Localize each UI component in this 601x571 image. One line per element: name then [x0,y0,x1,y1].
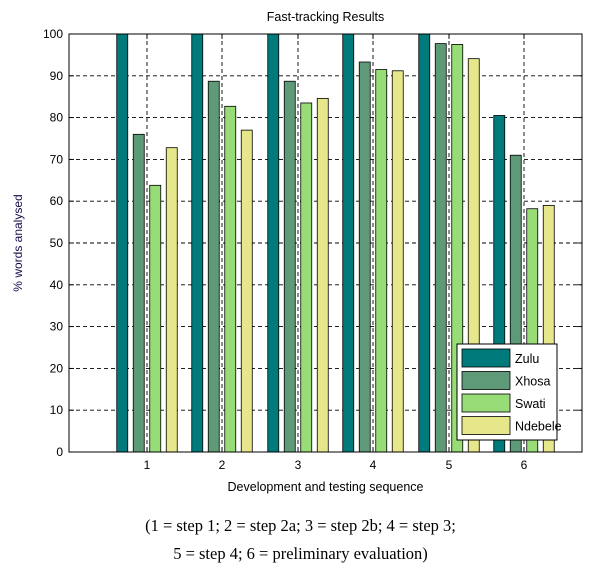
xtick-label: 2 [219,458,226,472]
bar-zulu-1 [116,33,129,453]
x-ticks: 1 2 3 4 5 6 [144,34,528,472]
x-axis-label: Development and testing sequence [228,480,424,494]
bar-swati-4 [375,69,388,453]
xtick-label: 6 [521,458,528,472]
legend-label-swati: Swati [515,397,546,411]
bar-zulu-5 [418,33,431,453]
ytick-label: 80 [50,111,64,125]
legend-swatch-zulu [461,348,511,368]
bar-xhosa-3 [283,80,296,453]
xtick-label: 3 [295,458,302,472]
bar-ndebele-4 [391,70,404,453]
caption-line-2: 5 = step 4; 6 = preliminary evaluation) [173,544,428,563]
bar-swati-3 [300,102,313,453]
ytick-label: 60 [50,194,64,208]
legend-swatch-swati [461,393,511,413]
bar-swati-1 [149,184,162,453]
bar-swati-2 [224,105,237,453]
legend-label-zulu: Zulu [515,352,539,366]
legend-swatch-ndebele [461,416,511,435]
bar-zulu-3 [267,33,280,453]
bar-ndebele-1 [165,147,178,453]
y-axis-label: % words analysed [11,194,25,291]
xtick-label: 5 [446,458,453,472]
legend: Zulu Xhosa Swati Ndebele [456,343,562,441]
ytick-label: 70 [50,152,64,166]
legend-swatch-xhosa [461,371,511,390]
ytick-label: 20 [50,361,64,375]
y-ticks: 0 10 20 30 40 50 60 70 80 90 100 [43,27,582,459]
ytick-label: 30 [50,320,64,334]
ytick-label: 50 [50,236,64,250]
legend-label-ndebele: Ndebele [515,420,562,434]
caption-line-1: (1 = step 1; 2 = step 2a; 3 = step 2b; 4… [145,516,456,535]
xtick-label: 1 [144,458,151,472]
bar-zulu-4 [342,33,355,453]
bar-xhosa-1 [132,133,145,453]
bar-xhosa-4 [358,61,371,453]
ytick-label: 90 [50,69,64,83]
bar-zulu-2 [191,33,204,453]
xtick-label: 4 [370,458,377,472]
legend-label-xhosa: Xhosa [515,375,550,389]
ytick-label: 0 [56,445,63,459]
ytick-label: 40 [50,278,64,292]
bar-ndebele-2 [240,129,253,453]
ytick-label: 10 [50,403,64,417]
bar-xhosa-2 [207,80,220,453]
ytick-label: 100 [43,27,63,41]
bar-ndebele-3 [316,97,329,453]
bar-xhosa-5 [434,43,447,453]
chart-title: Fast-tracking Results [267,10,384,24]
